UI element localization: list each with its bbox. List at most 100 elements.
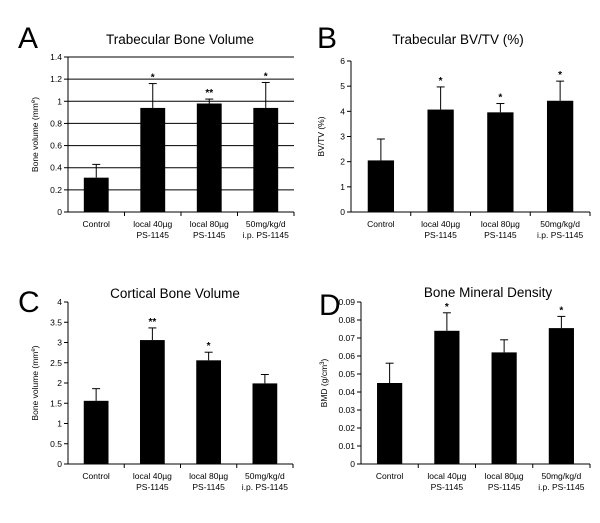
panel-letter: A <box>18 22 38 55</box>
y-tick-label: 0.03 <box>338 405 355 415</box>
y-tick-label: 0.06 <box>338 351 355 361</box>
y-tick-label: 0.01 <box>338 441 355 451</box>
y-axis-title: BV/TV (%) <box>316 116 326 156</box>
y-tick-label: 0 <box>350 459 355 469</box>
y-tick-label: 2.5 <box>50 358 62 368</box>
bar <box>196 360 221 464</box>
x-tick-label: PS-1145 <box>137 230 170 240</box>
y-tick-label: 3 <box>57 338 62 348</box>
x-tick-label: PS-1145 <box>484 230 517 240</box>
significance-label: * <box>207 341 211 352</box>
x-tick-label: PS-1145 <box>424 230 457 240</box>
bar <box>491 352 517 464</box>
significance-label: * <box>559 305 563 316</box>
y-tick-label: 4 <box>340 106 345 116</box>
chart-title: Trabecular BV/TV (%) <box>392 32 524 47</box>
panel-d: D Bone Mineral Density BMD (g/cm3) 0 0.01 0.0… <box>300 262 600 523</box>
y-tick-label: 3.5 <box>50 317 62 327</box>
y-tick-label: 0.02 <box>338 423 355 433</box>
bar <box>548 328 574 464</box>
bar <box>83 400 109 464</box>
x-tick-label: local 80µg <box>189 471 228 481</box>
y-tick-label: 1 <box>57 419 62 429</box>
panel-b: B Trabecular BV/TV (%) BV/TV (%) 0 1 2 3 4 5 6 Con… <box>300 0 600 262</box>
panel-a: A Trabecular Bone Volume Bone volume (mme)… <box>0 0 300 262</box>
x-tick-label: 50mg/kg/d <box>540 219 580 229</box>
x-tick-label: local 80µg <box>190 219 229 229</box>
bar <box>487 112 514 212</box>
y-tick-label: 1.4 <box>50 52 62 62</box>
y-tick-label: 0 <box>57 459 62 469</box>
significance-label: * <box>264 71 268 82</box>
significance-label: * <box>439 76 443 87</box>
bar <box>546 100 574 212</box>
x-tick-label: i.p. PS-1145 <box>537 230 583 240</box>
significance-label: * <box>498 93 502 104</box>
bar <box>140 340 165 464</box>
x-tick-label: PS-1145 <box>136 482 169 492</box>
y-tick-label: 2 <box>340 157 345 167</box>
panel-letter: D <box>319 289 341 322</box>
chart-title: Cortical Bone Volume <box>110 286 240 301</box>
y-tick-label: 1 <box>340 182 345 192</box>
y-tick-label: 0.07 <box>338 333 355 343</box>
y-tick-label: 0.5 <box>50 439 62 449</box>
y-tick-label: 0.4 <box>50 163 62 173</box>
chart-title: Bone Mineral Density <box>424 285 553 300</box>
bar <box>367 160 395 212</box>
x-tick-label: local 80µg <box>481 219 520 229</box>
y-tick-label: 3 <box>340 132 345 142</box>
x-tick-label: Control <box>376 471 404 481</box>
x-tick-label: i.p. PS-1145 <box>243 230 289 240</box>
x-tick-label: Control <box>367 219 395 229</box>
y-tick-label: 0.2 <box>50 185 62 195</box>
x-tick-label: PS-1145 <box>431 482 464 492</box>
y-tick-label: 6 <box>340 56 345 66</box>
x-tick-label: local 40µg <box>427 471 466 481</box>
y-tick-label: 0.6 <box>50 141 62 151</box>
x-tick-label: 50mg/kg/d <box>542 471 582 481</box>
y-tick-label: 0.04 <box>338 387 355 397</box>
bar <box>253 107 279 212</box>
panel-c: C Cortical Bone Volume Bone volume (mme) 0 0… <box>0 262 300 523</box>
x-tick-label: i.p. PS-1145 <box>538 482 584 492</box>
x-tick-label: PS-1145 <box>488 482 521 492</box>
y-tick-label: 0 <box>340 207 345 217</box>
x-tick-label: local 40µg <box>421 219 460 229</box>
y-tick-label: 0.05 <box>338 369 355 379</box>
y-tick-label: 2 <box>57 378 62 388</box>
y-axis-title: Bone volume (mme) <box>30 97 40 172</box>
bar <box>196 103 222 212</box>
bar <box>427 109 454 212</box>
bar <box>83 177 109 212</box>
significance-label: * <box>445 302 449 313</box>
significance-label: ** <box>148 317 156 328</box>
y-tick-label: 1.5 <box>50 398 62 408</box>
bar <box>434 330 460 464</box>
x-tick-label: PS-1145 <box>192 482 225 492</box>
significance-label: * <box>558 70 562 81</box>
chart-d: D Bone Mineral Density BMD (g/cm3) 0 0.01 0.0… <box>319 285 591 492</box>
y-axis-title: BMD (g/cm3) <box>319 359 329 408</box>
chart-b: B Trabecular BV/TV (%) BV/TV (%) 0 1 2 3 4 5 6 Con… <box>316 22 591 240</box>
y-tick-label: 4 <box>57 297 62 307</box>
chart-c: C Cortical Bone Volume Bone volume (mme) 0 0… <box>18 286 294 492</box>
y-axis-title: Bone volume (mme) <box>30 345 40 420</box>
panel-letter: C <box>18 286 40 319</box>
y-tick-label: 0 <box>57 207 62 217</box>
bar <box>140 107 166 212</box>
x-tick-label: local 80µg <box>485 471 524 481</box>
panel-letter: B <box>317 22 337 55</box>
chart-a: A Trabecular Bone Volume Bone volume (mme)… <box>18 22 295 240</box>
x-tick-label: Control <box>82 471 110 481</box>
x-tick-label: local 40µg <box>133 471 172 481</box>
x-tick-label: 50mg/kg/d <box>245 471 285 481</box>
bar <box>252 383 278 464</box>
y-tick-label: 1 <box>57 96 62 106</box>
bar <box>377 383 403 464</box>
x-tick-label: i.p. PS-1145 <box>242 482 288 492</box>
x-tick-label: local 40µg <box>133 219 172 229</box>
y-tick-label: 0.8 <box>50 118 62 128</box>
y-tick-label: 0.09 <box>338 297 355 307</box>
y-tick-label: 0.08 <box>338 315 355 325</box>
